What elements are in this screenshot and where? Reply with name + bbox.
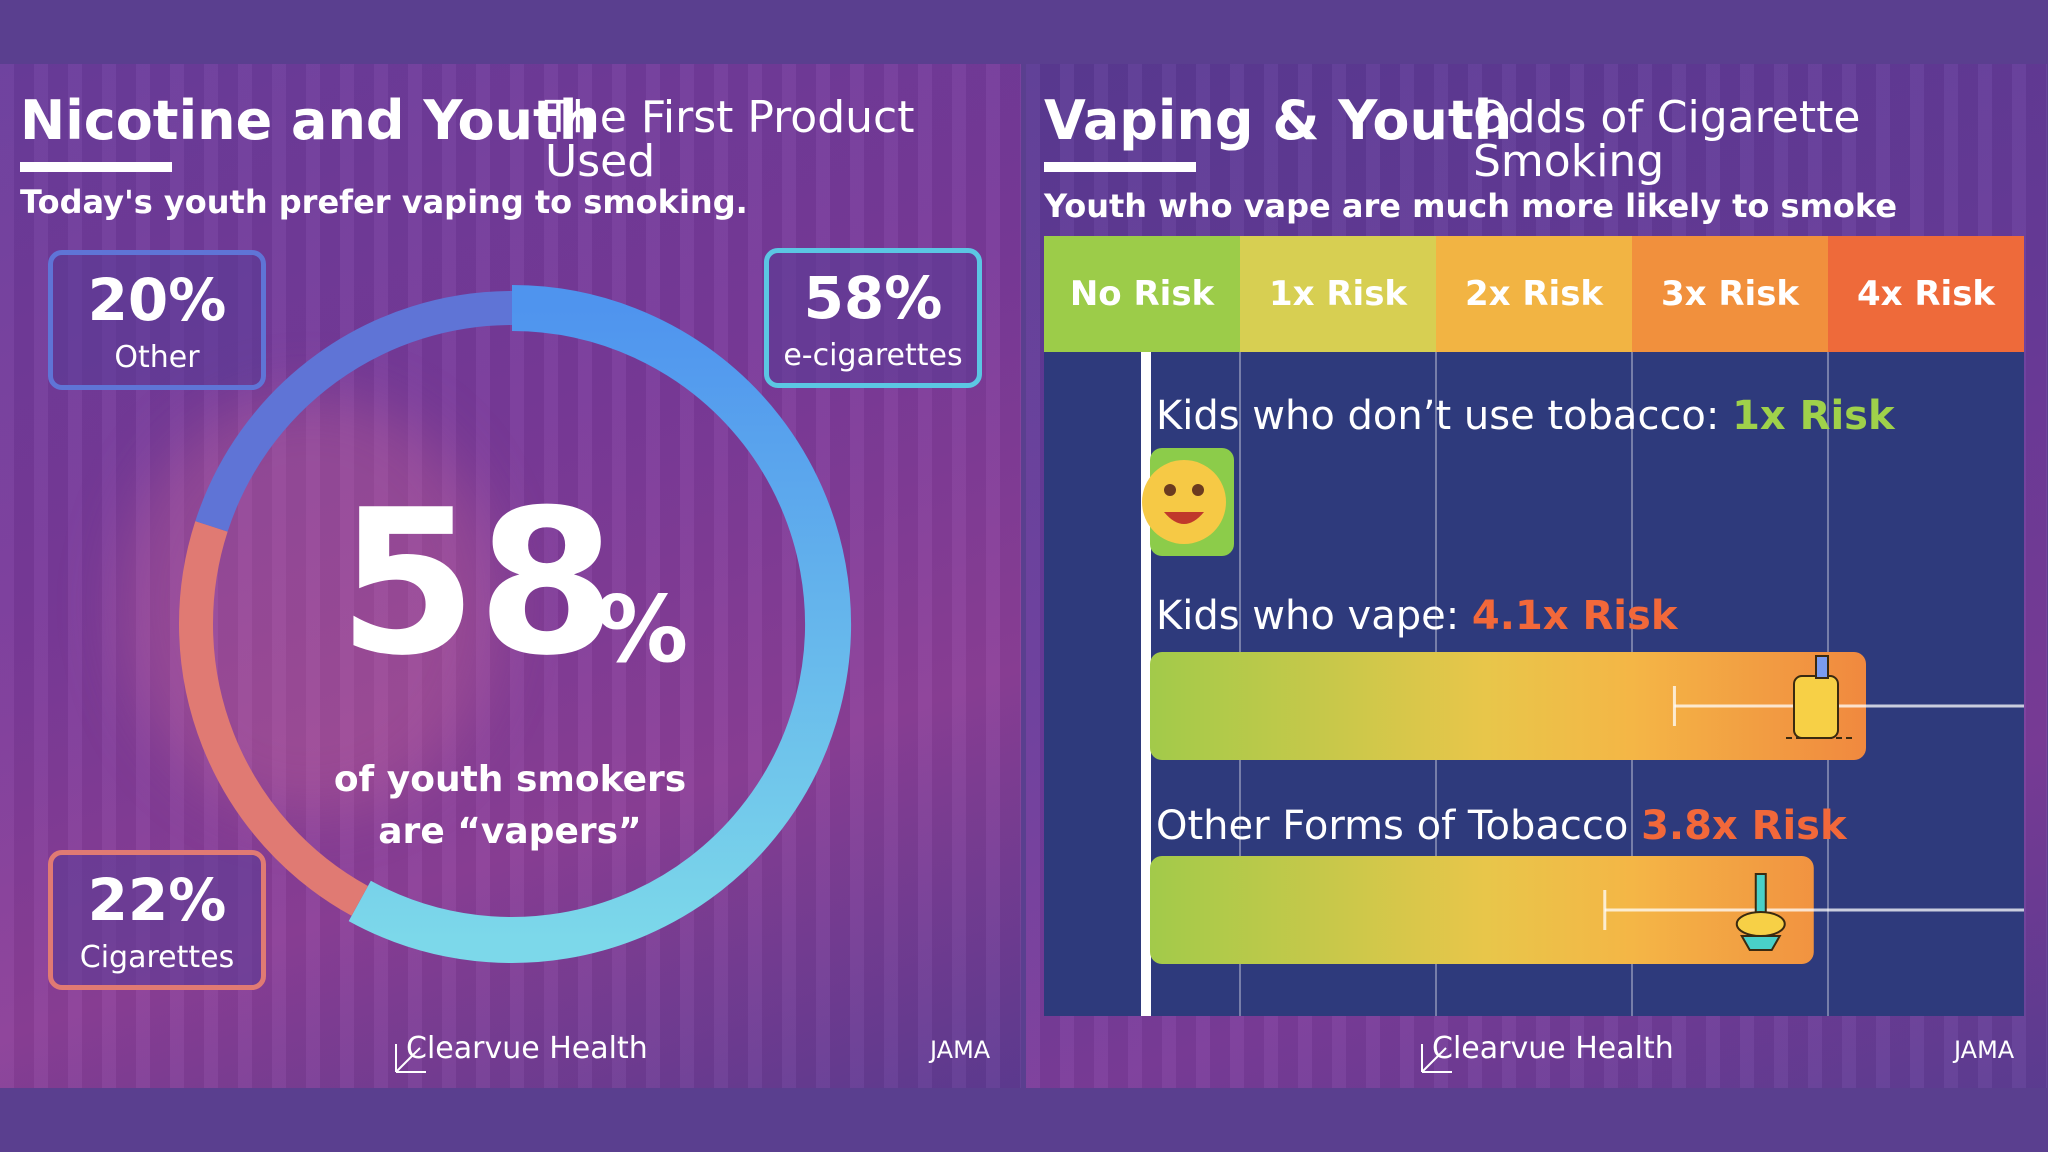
stat-label: Cigarettes bbox=[79, 940, 235, 975]
risk-bar-chart bbox=[1141, 352, 2024, 1016]
risk-level-3x: 3x Risk bbox=[1632, 236, 1828, 352]
donut-slice-other bbox=[195, 291, 513, 532]
bar-label-text: Kids who vape: bbox=[1156, 593, 1472, 639]
center-caption: of youth smokers are “vapers” bbox=[300, 754, 720, 858]
bar-vapers bbox=[1150, 652, 1866, 760]
vape-device-icon bbox=[1786, 655, 1856, 739]
stat-box-ecigarettes: 58% e-cigarettes bbox=[764, 248, 982, 388]
title-underline bbox=[20, 162, 172, 172]
bar-label-other-tobacco: Other Forms of Tobacco 3.8x Risk bbox=[1156, 806, 1847, 846]
stat-label: Other bbox=[114, 340, 200, 375]
center-big-number: 58 bbox=[338, 467, 617, 700]
bar-value-label: 3.8x Risk bbox=[1641, 803, 1847, 849]
brand-name: Clearvue Health bbox=[406, 1031, 648, 1066]
donut-chart bbox=[179, 285, 851, 963]
vaping-youth-panel: Vaping & Youth Odds of Cigarette Smoking… bbox=[1026, 64, 2047, 1088]
risk-scale-header: No Risk 1x Risk 2x Risk 3x Risk 4x Risk bbox=[1044, 236, 2024, 352]
stat-percent: 22% bbox=[87, 866, 227, 934]
panel-tagline: Youth who vape are much more likely to s… bbox=[1044, 187, 1898, 225]
bar-label-non-users: Kids who don’t use tobacco: 1x Risk bbox=[1156, 396, 1895, 436]
bar-other-tobacco bbox=[1150, 856, 1814, 964]
panel-subtitle: Odds of Cigarette Smoking bbox=[1473, 92, 1861, 187]
stat-label: e-cigarettes bbox=[783, 338, 963, 373]
bar-label-vapers: Kids who vape: 4.1x Risk bbox=[1156, 596, 1677, 636]
risk-chart-area: Kids who don’t use tobacco: 1x Risk Kids… bbox=[1044, 352, 2024, 1016]
source-label: JAMA bbox=[930, 1036, 991, 1064]
donut-slice-cigarettes bbox=[179, 521, 368, 916]
center-percent-sign: % bbox=[596, 576, 689, 683]
source-label: JAMA bbox=[1954, 1036, 2015, 1064]
stat-percent: 20% bbox=[87, 266, 227, 334]
bar-value-label: 1x Risk bbox=[1732, 393, 1895, 439]
title-underline bbox=[1044, 162, 1196, 172]
nicotine-youth-panel: Nicotine and Youth The First Product Use… bbox=[0, 64, 1021, 1088]
bar-label-text: Other Forms of Tobacco bbox=[1156, 803, 1642, 849]
panel-subtitle: The First Product Used bbox=[545, 92, 915, 187]
brand-name: Clearvue Health bbox=[1432, 1031, 1674, 1066]
center-caption-line2: are “vapers” bbox=[378, 811, 642, 852]
hookah-icon bbox=[1735, 873, 1786, 951]
bar-value-label: 4.1x Risk bbox=[1471, 593, 1678, 639]
risk-level-4x: 4x Risk bbox=[1828, 236, 2024, 352]
stat-box-other: 20% Other bbox=[48, 250, 266, 390]
clearvue-logo-icon bbox=[1421, 1044, 1452, 1073]
bar-label-text: Kids who don’t use tobacco: bbox=[1156, 393, 1733, 439]
panel-title: Nicotine and Youth bbox=[20, 89, 598, 152]
smiley-icon bbox=[1142, 460, 1226, 544]
risk-level-no-risk: No Risk bbox=[1044, 236, 1240, 352]
risk-level-2x: 2x Risk bbox=[1436, 236, 1632, 352]
stat-percent: 58% bbox=[803, 264, 943, 332]
risk-level-1x: 1x Risk bbox=[1240, 236, 1436, 352]
donut-slice-ecigarettes bbox=[348, 285, 851, 963]
panel-tagline: Today's youth prefer vaping to smoking. bbox=[20, 183, 748, 221]
panel-title: Vaping & Youth bbox=[1044, 89, 1513, 152]
center-caption-line1: of youth smokers bbox=[333, 759, 687, 800]
clearvue-logo-icon bbox=[395, 1044, 426, 1073]
stat-box-cigarettes: 22% Cigarettes bbox=[48, 850, 266, 990]
